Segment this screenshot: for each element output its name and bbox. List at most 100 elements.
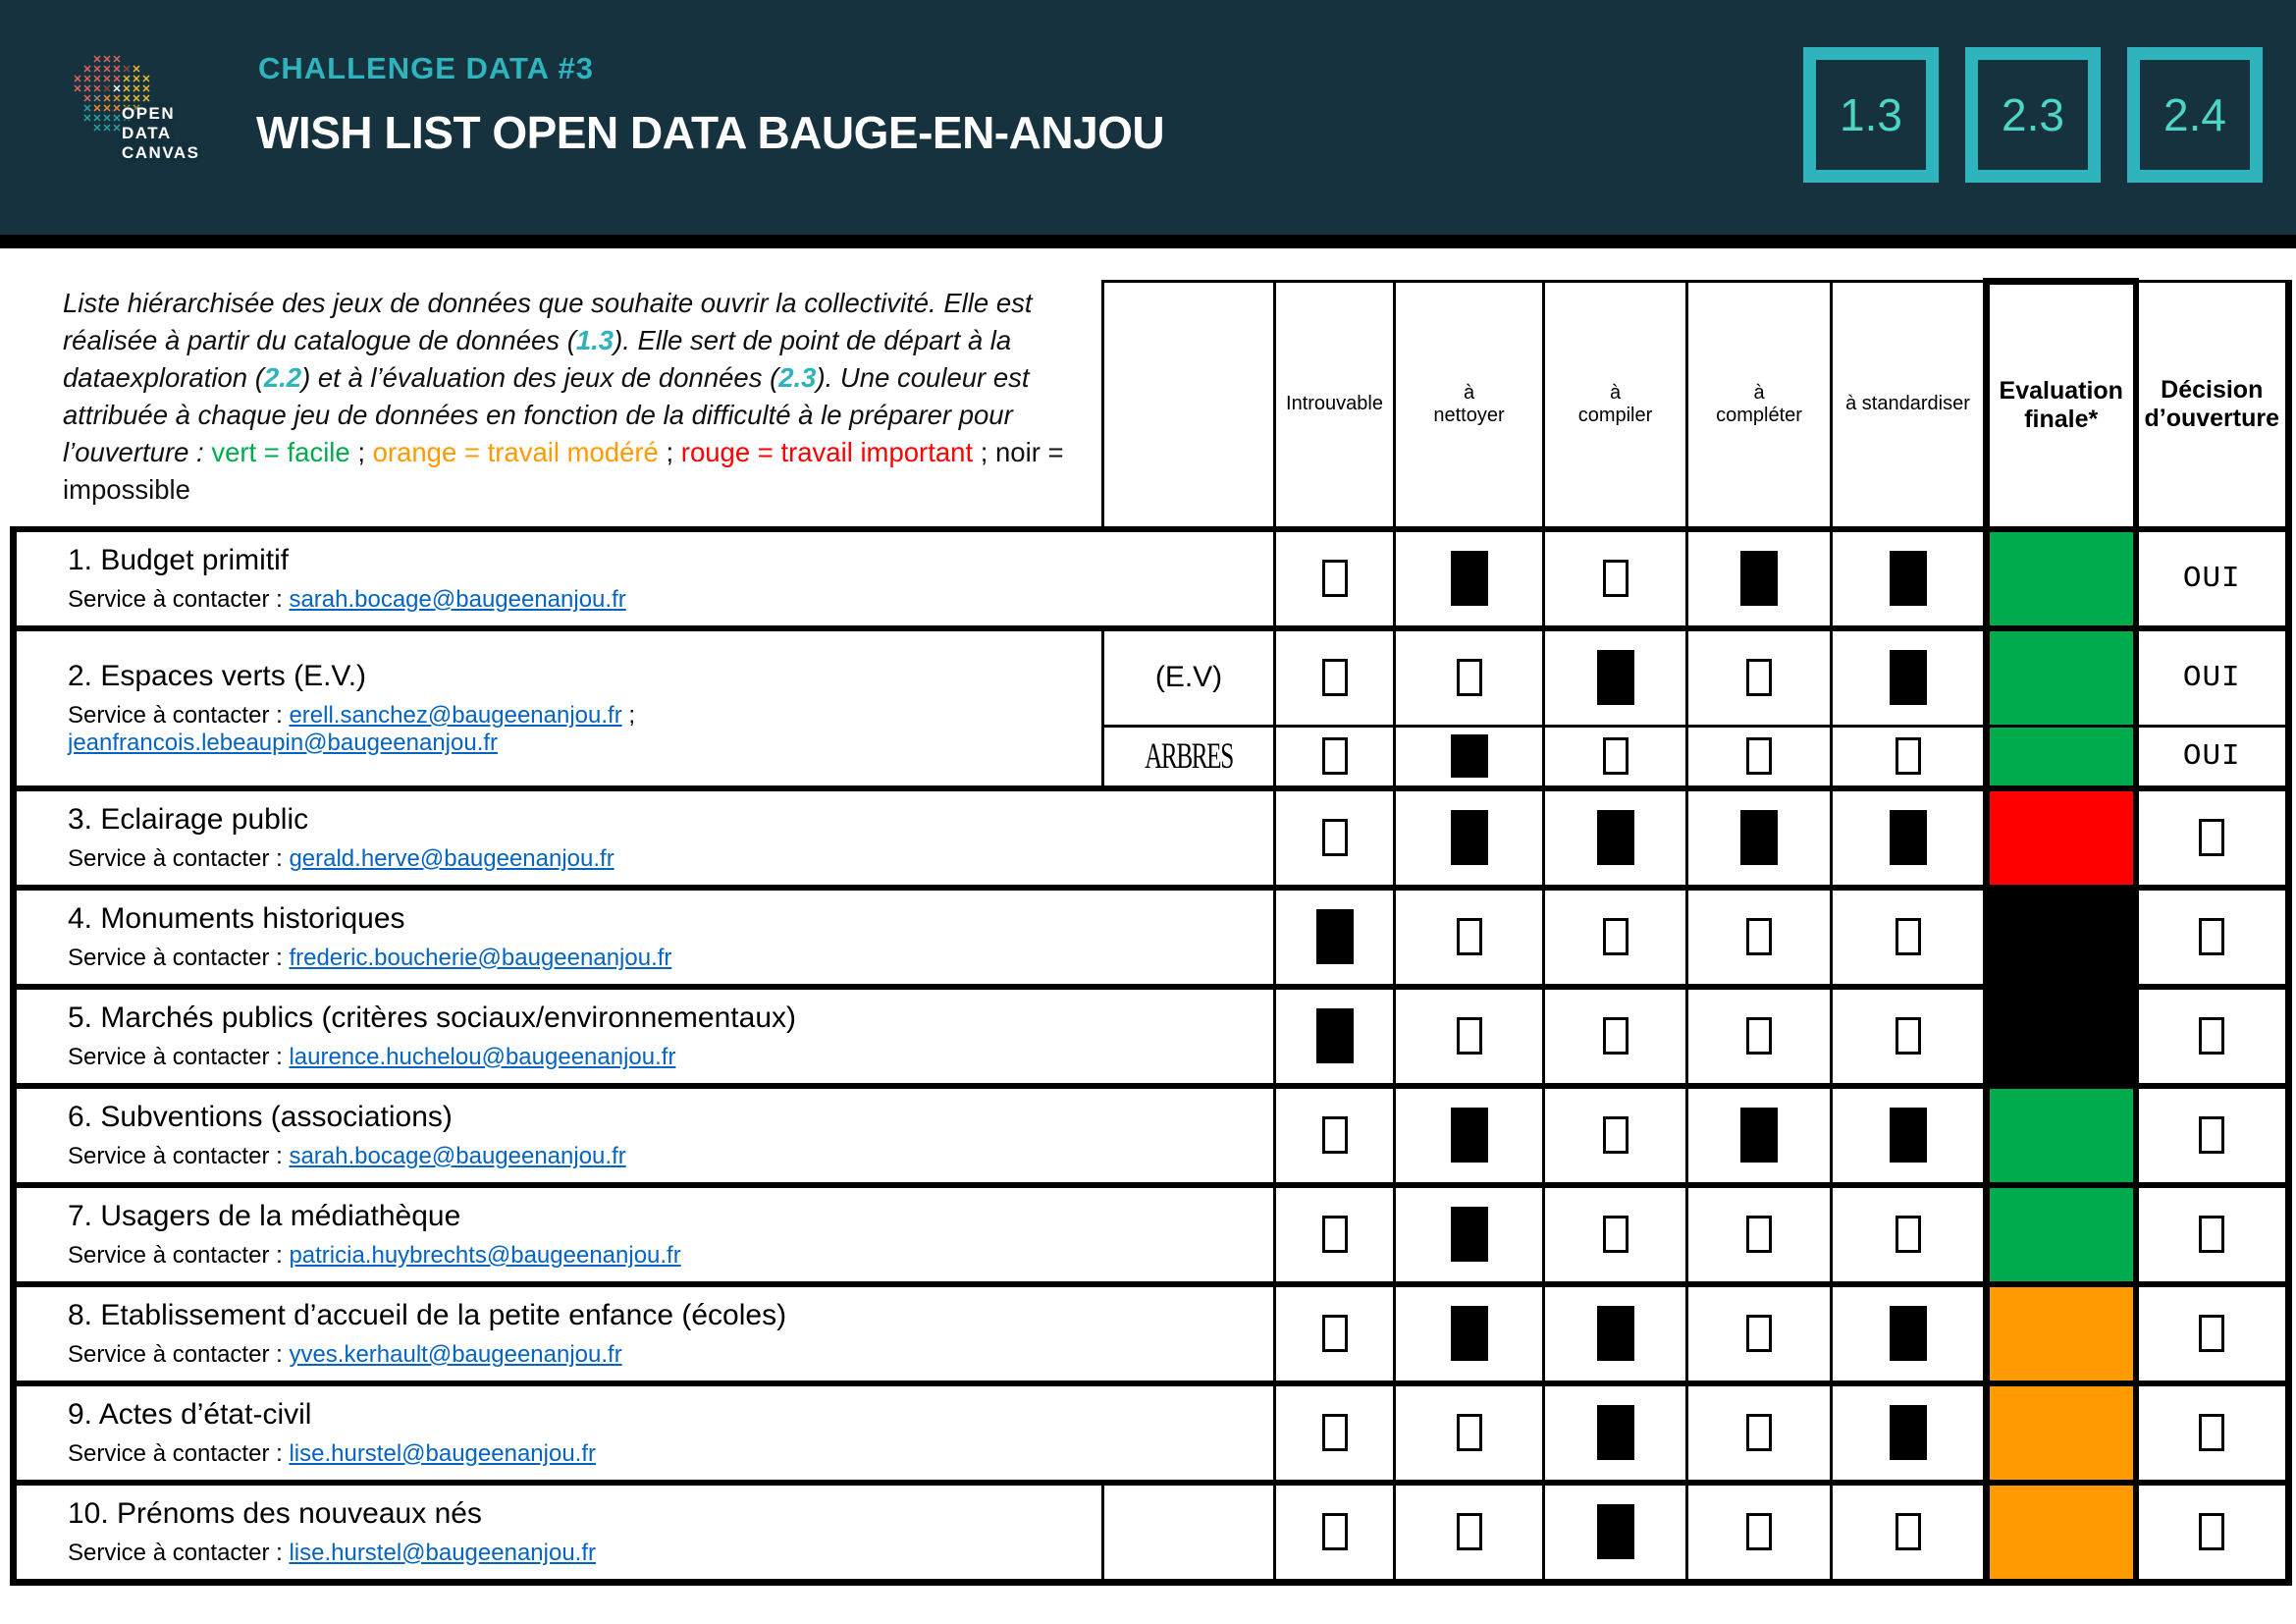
stitch-x-icon: ✕ bbox=[102, 123, 112, 135]
checkbox-empty bbox=[1602, 737, 1629, 776]
stitch-x-icon: ✕ bbox=[102, 54, 112, 66]
stitch-x-icon: ✕ bbox=[92, 74, 102, 85]
table-row: 8. Etablissement d’accueil de la petite … bbox=[10, 1280, 2292, 1384]
header-a-nettoyer: à nettoyer bbox=[1393, 280, 1545, 530]
contact-email-link[interactable]: sarah.bocage@baugeenanjou.fr bbox=[289, 585, 626, 613]
decision-cell bbox=[2134, 884, 2292, 988]
dataset-contact: Service à contacter : gerald.herve@bauge… bbox=[68, 844, 614, 872]
header-evaluation-finale: Evaluation finale* bbox=[1983, 278, 2139, 530]
header-sub-blank bbox=[1101, 280, 1276, 530]
stitch-x-icon: ✕ bbox=[92, 54, 102, 66]
logo-line: OPEN bbox=[122, 104, 176, 123]
contact-email-link[interactable]: yves.kerhault@baugeenanjou.fr bbox=[289, 1340, 622, 1368]
stitch-x-icon: ✕ bbox=[132, 74, 141, 85]
stitch-x-icon: ✕ bbox=[102, 64, 112, 76]
decision-cell bbox=[2134, 785, 2292, 889]
checkbox-empty bbox=[1746, 1216, 1772, 1253]
dataset-contact: Service à contacter : laurence.huchelou@… bbox=[68, 1043, 676, 1070]
dataset-contact: Service à contacter : sarah.bocage@bauge… bbox=[68, 1142, 626, 1169]
intro-segment: ; noir = impossible bbox=[63, 437, 1064, 505]
dataset-contact: Service à contacter : erell.sanchez@baug… bbox=[68, 701, 636, 756]
decision-cell bbox=[2134, 1479, 2292, 1586]
checkbox-filled bbox=[1596, 1405, 1634, 1460]
table-row: 1. Budget primitif Service à contacter : … bbox=[10, 525, 2292, 629]
stitch-x-icon: ✕ bbox=[92, 123, 102, 135]
stitch-x-icon: ✕ bbox=[102, 93, 112, 105]
stitch-x-icon: ✕ bbox=[102, 113, 112, 125]
checkbox-empty bbox=[2199, 1315, 2225, 1352]
stitch-x-icon: ✕ bbox=[82, 74, 92, 85]
criteria-cell-standardiser bbox=[1830, 983, 1988, 1087]
criteria-cell-nettoyer bbox=[1393, 1082, 1545, 1186]
contact-email-link[interactable]: patricia.huybrechts@baugeenanjou.fr bbox=[289, 1241, 681, 1269]
contact-email-link[interactable]: lise.hurstel@baugeenanjou.fr bbox=[289, 1439, 596, 1467]
stitch-x-icon: ✕ bbox=[102, 74, 112, 85]
contact-email-link[interactable]: lise.hurstel@baugeenanjou.fr bbox=[289, 1539, 596, 1566]
criteria-cell-standardiser bbox=[1830, 1082, 1988, 1186]
checkbox-empty bbox=[1602, 1017, 1629, 1055]
checkbox-filled bbox=[1596, 810, 1634, 865]
intro-segment: Liste hiérarchisée des jeux de données q… bbox=[63, 288, 1033, 355]
intro-segment: ; bbox=[349, 437, 373, 467]
stitch-x-icon: ✕ bbox=[132, 93, 141, 105]
contact-email-link[interactable]: sarah.bocage@baugeenanjou.fr bbox=[289, 1142, 626, 1169]
criteria-cell-introuvable bbox=[1273, 884, 1396, 988]
checkbox-empty bbox=[1321, 1414, 1348, 1451]
table-row: 3. Eclairage public Service à contacter :… bbox=[10, 785, 2292, 889]
dataset-title: 5. Marchés publics (critères sociaux/env… bbox=[68, 1001, 796, 1034]
checkbox-filled bbox=[1450, 551, 1488, 606]
checkbox-filled bbox=[1889, 1306, 1927, 1361]
checkbox-empty bbox=[1602, 918, 1629, 955]
criteria-cell-standardiser bbox=[1830, 785, 1988, 889]
checkbox-empty bbox=[2199, 1414, 2225, 1451]
stitch-x-icon: ✕ bbox=[122, 113, 132, 125]
criteria-cell-nettoyer bbox=[1393, 1479, 1545, 1586]
dataset-label-cell: 4. Monuments historiques Service à contac… bbox=[10, 884, 1276, 988]
criteria-cell-completer bbox=[1685, 983, 1833, 1087]
stitch-x-icon: ✕ bbox=[82, 83, 92, 95]
stitch-x-icon: ✕ bbox=[92, 103, 102, 115]
reference-boxes: 1.3 2.3 2.4 bbox=[1803, 47, 2263, 183]
evaluation-cell bbox=[1983, 525, 2139, 629]
contact-email-link[interactable]: jeanfrancois.lebeaupin@baugeenanjou.fr bbox=[68, 729, 499, 756]
contact-email-link[interactable]: erell.sanchez@baugeenanjou.fr bbox=[289, 701, 622, 729]
contact-email-link[interactable]: frederic.boucherie@baugeenanjou.fr bbox=[289, 944, 672, 971]
checkbox-empty bbox=[1746, 659, 1772, 697]
checkbox-empty bbox=[1895, 918, 1921, 955]
dataset-title: 6. Subventions (associations) bbox=[68, 1100, 453, 1133]
criteria-cell-introuvable bbox=[1273, 1380, 1396, 1484]
checkbox-filled bbox=[1315, 909, 1354, 964]
criteria-cell-standardiser bbox=[1830, 725, 1988, 789]
stitch-x-icon: ✕ bbox=[112, 64, 122, 76]
table-row: 7. Usagers de la médiathèque Service à co… bbox=[10, 1181, 2292, 1285]
checkbox-empty bbox=[1456, 659, 1482, 697]
criteria-cell-compiler bbox=[1542, 1181, 1688, 1285]
intro-segment: ; bbox=[658, 437, 681, 467]
checkbox-empty bbox=[1746, 1414, 1772, 1451]
intro-text: Liste hiérarchisée des jeux de données q… bbox=[63, 285, 1069, 509]
stitch-x-icon: ✕ bbox=[132, 103, 141, 115]
checkbox-empty bbox=[2199, 918, 2225, 955]
criteria-cell-introuvable bbox=[1273, 1280, 1396, 1384]
logo-wordmark: OPEN DATA CANVAS bbox=[122, 104, 200, 163]
contact-email-link[interactable]: laurence.huchelou@baugeenanjou.fr bbox=[289, 1043, 676, 1070]
stitch-x-icon: ✕ bbox=[122, 64, 132, 76]
dataset-label-cell: 9. Actes d’état-civil Service à contacter… bbox=[10, 1380, 1276, 1484]
decision-cell bbox=[2134, 983, 2292, 1087]
decision-oui-label: OUI bbox=[2182, 660, 2241, 695]
checkbox-filled bbox=[1740, 1108, 1778, 1163]
dataset-contact: Service à contacter : patricia.huybrecht… bbox=[68, 1241, 681, 1269]
stitch-x-icon bbox=[73, 94, 82, 104]
checkbox-filled bbox=[1889, 1108, 1927, 1163]
checkbox-filled bbox=[1740, 551, 1778, 606]
logo-stitch-icon: ✕ ✕ ✕ ✕ ✕ ✕ ✕ ✕ ✕ ✕ ✕ ✕ ✕ ✕ ✕ ✕ ✕ ✕ ✕ ✕ ✕ ✕ ✕ ✕ ✕ ✕ ✕ ✕ ✕ ✕ ✕ ✕ ✕ ✕ ✕ ✕ ✕ ✕ ✕ ✕… bbox=[73, 54, 151, 135]
table-row: 4. Monuments historiques Service à contac… bbox=[10, 884, 2292, 988]
contact-email-link[interactable]: gerald.herve@baugeenanjou.fr bbox=[289, 844, 614, 872]
stitch-x-icon bbox=[73, 124, 82, 134]
dataset-label-cell: 2. Espaces verts (E.V.) Service à contact… bbox=[10, 624, 1104, 789]
criteria-cell-compiler bbox=[1542, 1479, 1688, 1586]
intro-segment: ). Elle sert de point de départ à la dat… bbox=[63, 325, 1012, 393]
criteria-cell-completer bbox=[1685, 525, 1833, 629]
intro-segment: vert = facile bbox=[211, 437, 350, 467]
criteria-cell-compiler bbox=[1542, 725, 1688, 789]
